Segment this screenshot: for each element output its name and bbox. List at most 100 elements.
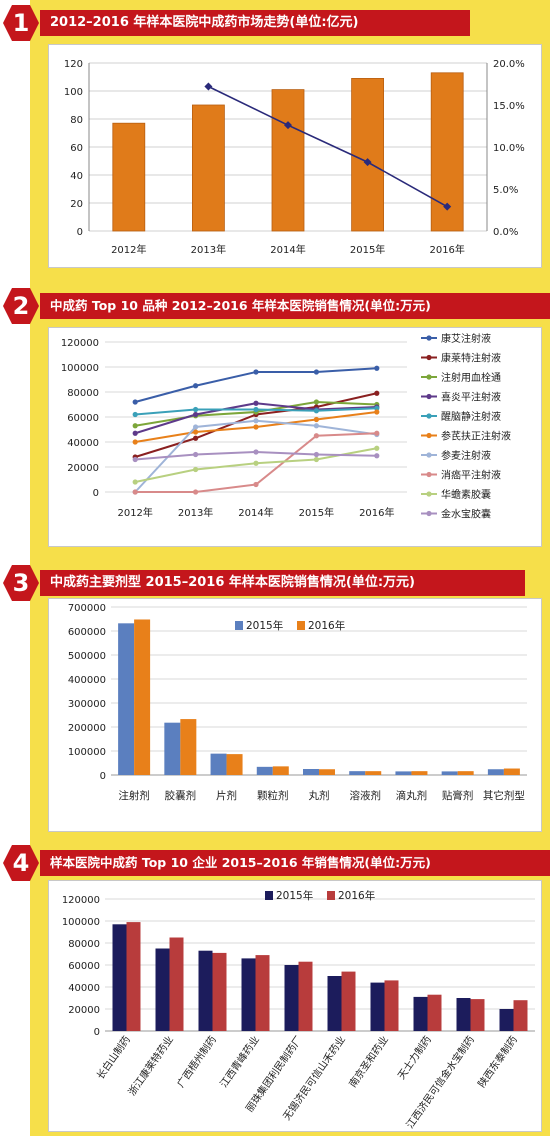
legend-label: 2015年 (246, 619, 283, 632)
series-point (374, 430, 380, 436)
top10-companies-chart: 0 20000 40000 60000 80000 100000 120000 长白山制药浙江… (62, 889, 535, 1131)
legend-label: 金水宝胶囊 (441, 508, 491, 521)
growth-rate-point (443, 202, 452, 211)
legend-label: 参芪扶正注射液 (441, 430, 511, 443)
series-point (132, 423, 138, 429)
bar (341, 971, 356, 1031)
y-tick-label: 600000 (68, 627, 106, 638)
legend-marker (426, 432, 432, 439)
x-tick-label: 滴丸剂 (396, 789, 428, 802)
series-point (313, 451, 319, 458)
y2-tick-label: 5.0% (493, 185, 518, 196)
section-title-banner: 中成药主要剂型 2015–2016 年样本医院销售情况(单位:万元) (40, 570, 525, 596)
y-tick-label: 20000 (67, 463, 99, 474)
series-point (132, 479, 138, 485)
y-tick-label: 20000 (68, 1005, 100, 1016)
bar (298, 961, 313, 1031)
x-tick-label: 天士力制药 (395, 1033, 434, 1081)
x-tick-label: 丸剂 (309, 789, 330, 802)
bar (155, 948, 170, 1031)
bar (499, 1009, 514, 1031)
x-tick-label: 片剂 (216, 789, 237, 802)
series-point (193, 429, 199, 435)
x-tick-label: 2014年 (238, 506, 273, 519)
legend-label: 消癌平注射液 (441, 469, 501, 482)
legend-swatch (235, 621, 243, 630)
y-tick-label: 40000 (68, 983, 100, 994)
series-point (374, 405, 380, 411)
x-tick-label: 胶囊剂 (165, 789, 197, 802)
growth-rate-point (204, 82, 213, 91)
legend-swatch (265, 891, 273, 900)
section-title-banner: 2012–2016 年样本医院中成药市场走势(单位:亿元) (40, 10, 470, 36)
series-point (193, 435, 199, 441)
bar (513, 1000, 528, 1031)
y-tick-label: 120000 (61, 338, 99, 349)
bar (365, 771, 382, 775)
x-tick-label: 注射剂 (118, 789, 150, 802)
bar (303, 769, 319, 775)
legend-marker (426, 374, 432, 380)
x-tick-label: 2012年 (117, 506, 152, 519)
series-point (253, 400, 259, 406)
x-tick-label: 陕西东泰制药 (475, 1033, 520, 1090)
growth-rate-line (208, 85, 448, 208)
legend-label: 2016年 (308, 619, 345, 632)
x-tick-label: 江西青峰药业 (217, 1033, 262, 1090)
series-point (193, 406, 199, 413)
series-point (374, 390, 380, 396)
bar (210, 753, 227, 775)
y-tick-label: 100000 (62, 917, 100, 928)
bar (384, 980, 399, 1031)
x-tick-label: 2015年 (299, 506, 334, 519)
legend-marker (426, 452, 432, 458)
bar (413, 996, 428, 1031)
bar (503, 768, 520, 775)
y-tick-label: 60 (70, 143, 83, 154)
legend-label: 醒脑静注射液 (441, 410, 501, 423)
series-point (132, 456, 138, 463)
bar (118, 623, 135, 775)
y-tick-label: 40 (70, 171, 83, 182)
bar (164, 722, 181, 775)
x-tick-label: 南京圣和药业 (346, 1033, 391, 1090)
bar (457, 771, 474, 775)
legend-marker (426, 413, 432, 419)
bar (198, 950, 213, 1031)
series-point (374, 409, 380, 415)
y-tick-label: 80000 (67, 388, 99, 399)
bar (470, 999, 485, 1031)
x-tick-label: 2015年 (350, 243, 385, 256)
series-point (132, 439, 138, 445)
bar (487, 769, 504, 775)
legend-label: 2015年 (276, 889, 313, 902)
bar (112, 122, 146, 232)
bar (226, 754, 243, 775)
y-tick-label: 60000 (67, 413, 99, 424)
legend-label: 华蟾素胶囊 (441, 488, 491, 501)
series-point (253, 481, 259, 488)
series-point (313, 456, 319, 463)
y-tick-label: 20 (70, 199, 83, 210)
bar (456, 998, 471, 1031)
series-point (253, 424, 259, 430)
dosage-forms-chart: 0 100000 200000 300000 400000 500000 600000 700… (68, 603, 527, 802)
y-tick-label: 120000 (62, 895, 100, 906)
section-1: 1 2012–2016 年样本医院中成药市场走势(单位:亿元) 0 20 40 60 8… (0, 0, 550, 270)
series-point (313, 399, 319, 405)
market-trend-chart: 0 20 40 60 80 100 120 0.0% 5.0% 10.0% 15.0% 20.0% 20… (64, 59, 525, 256)
bar (319, 769, 335, 775)
y-tick-label: 400000 (68, 675, 106, 686)
section-number: 1 (12, 9, 30, 37)
legend-label: 2016年 (338, 889, 375, 902)
bar (427, 994, 442, 1031)
bar (112, 924, 127, 1031)
section-number-badge: 2 (2, 287, 40, 325)
series-point (132, 411, 138, 418)
x-tick-label: 2012年 (111, 243, 146, 256)
y-tick-label: 200000 (68, 723, 106, 734)
x-tick-label: 贴膏剂 (442, 789, 474, 802)
y-tick-label: 0 (93, 488, 99, 499)
growth-rate-point (284, 121, 292, 130)
x-tick-label: 长白山制药 (94, 1033, 133, 1081)
